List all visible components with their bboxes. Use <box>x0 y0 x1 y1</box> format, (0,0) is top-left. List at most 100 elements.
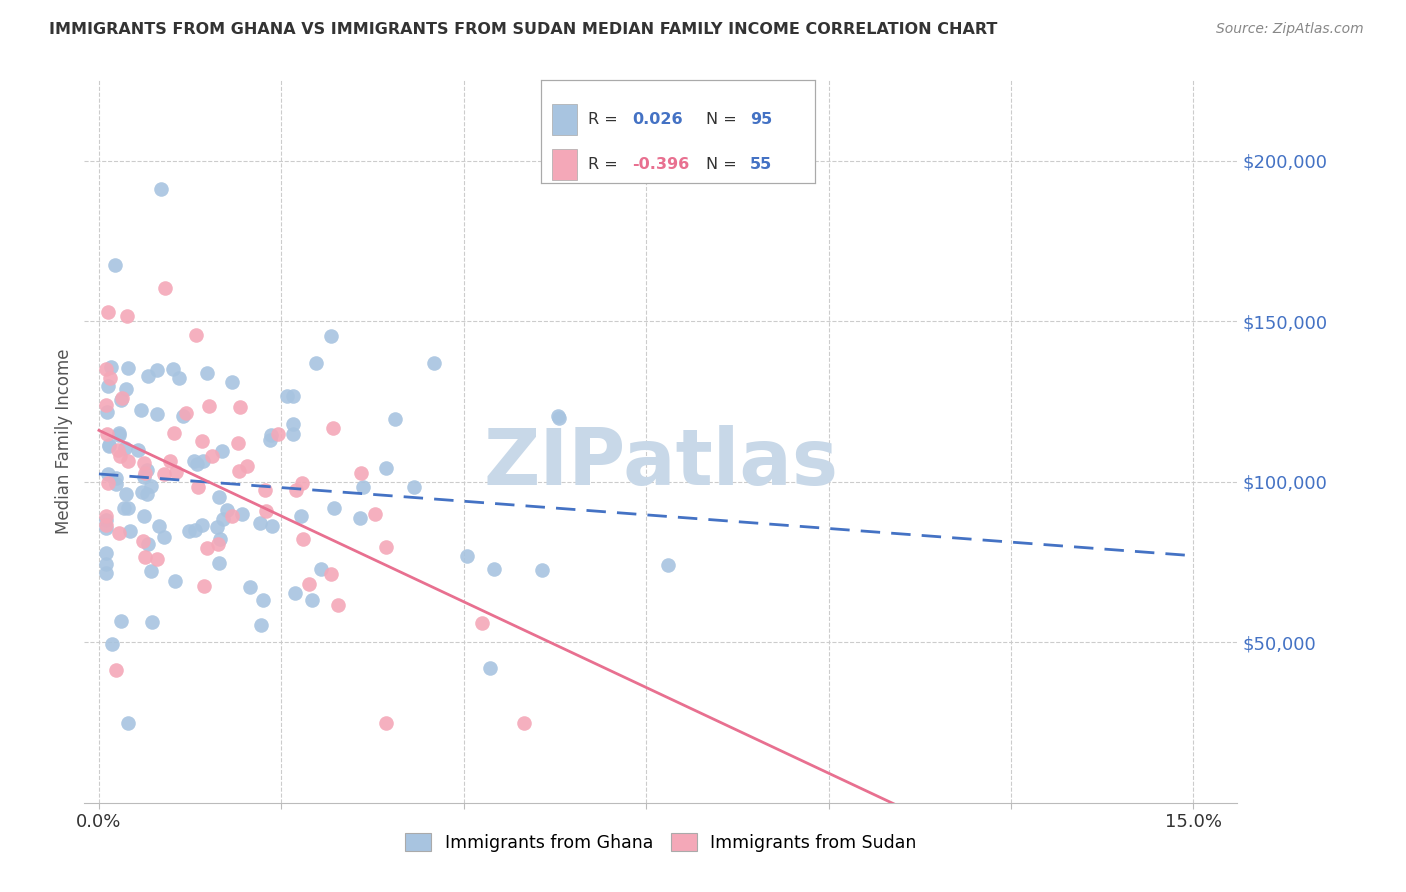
Point <box>96 508 118 523</box>
Text: R =: R = <box>588 157 623 172</box>
Point <box>211 443 233 458</box>
Point <box>146 407 169 421</box>
Point <box>291 475 314 490</box>
Point <box>548 411 571 425</box>
Point <box>231 507 253 521</box>
Point <box>226 435 249 450</box>
Point <box>352 480 374 494</box>
Point <box>423 356 446 370</box>
Point <box>117 453 139 467</box>
Point <box>107 443 129 458</box>
Point <box>165 574 187 589</box>
Point <box>456 549 478 564</box>
Point <box>350 466 373 480</box>
Point <box>172 409 194 423</box>
Point <box>100 360 122 375</box>
Point <box>149 182 172 196</box>
Point <box>96 546 118 560</box>
Point <box>190 517 212 532</box>
Bar <box>553 149 576 180</box>
Point <box>384 411 406 425</box>
Point <box>134 508 156 523</box>
Point <box>260 519 283 533</box>
Point <box>117 500 139 515</box>
Point <box>285 483 308 497</box>
Point <box>326 598 349 612</box>
Point <box>229 400 252 414</box>
Point <box>114 487 136 501</box>
Text: IMMIGRANTS FROM GHANA VS IMMIGRANTS FROM SUDAN MEDIAN FAMILY INCOME CORRELATION : IMMIGRANTS FROM GHANA VS IMMIGRANTS FROM… <box>49 22 998 37</box>
Point <box>135 487 157 501</box>
Point <box>484 562 506 576</box>
Point <box>111 391 134 405</box>
Point <box>177 524 200 538</box>
Text: N =: N = <box>706 157 742 172</box>
Point <box>221 375 243 389</box>
Point <box>108 526 131 541</box>
Point <box>513 715 536 730</box>
Point <box>195 541 218 555</box>
Point <box>117 361 139 376</box>
Point <box>134 549 156 564</box>
Point <box>236 459 259 474</box>
Point <box>96 426 118 441</box>
Point <box>114 441 136 455</box>
Point <box>115 309 138 323</box>
Point <box>249 516 271 530</box>
Point <box>159 454 181 468</box>
Point <box>98 371 121 385</box>
Point <box>281 417 304 431</box>
Point <box>198 400 221 414</box>
Point <box>96 558 118 572</box>
Point <box>319 329 342 343</box>
Point <box>134 456 156 470</box>
Point <box>283 427 305 442</box>
Point <box>96 566 118 580</box>
Legend: Immigrants from Ghana, Immigrants from Sudan: Immigrants from Ghana, Immigrants from S… <box>398 827 924 859</box>
Point <box>174 406 197 420</box>
Text: ZIPatlas: ZIPatlas <box>484 425 838 501</box>
Point <box>129 403 152 417</box>
Point <box>470 615 492 630</box>
Point <box>135 463 157 477</box>
Point <box>297 577 319 591</box>
Point <box>228 464 250 478</box>
Point <box>186 457 208 471</box>
Point <box>200 449 222 463</box>
Text: Source: ZipAtlas.com: Source: ZipAtlas.com <box>1216 22 1364 37</box>
Point <box>309 562 332 576</box>
Text: -0.396: -0.396 <box>631 157 689 172</box>
Point <box>97 475 120 490</box>
Point <box>162 362 184 376</box>
Point <box>208 533 231 547</box>
Point <box>221 508 243 523</box>
Point <box>375 715 398 730</box>
Point <box>191 434 214 448</box>
Point <box>96 398 118 412</box>
Point <box>547 409 569 423</box>
Text: N =: N = <box>706 112 742 127</box>
Y-axis label: Median Family Income: Median Family Income <box>55 349 73 534</box>
Point <box>96 512 118 526</box>
Point <box>163 426 186 441</box>
Point <box>97 379 120 393</box>
Point <box>97 467 120 482</box>
Point <box>375 540 398 554</box>
Point <box>193 579 215 593</box>
Point <box>301 592 323 607</box>
Point <box>120 524 142 539</box>
Point <box>207 537 229 551</box>
Point <box>96 361 118 376</box>
Point <box>260 428 283 442</box>
Point <box>254 483 277 497</box>
Point <box>117 715 139 730</box>
Point <box>267 427 290 442</box>
Point <box>112 501 135 516</box>
Point <box>259 434 281 448</box>
Point <box>110 449 132 463</box>
Point <box>105 477 128 491</box>
Point <box>153 281 176 295</box>
Point <box>657 558 679 572</box>
Point <box>305 356 328 370</box>
Point <box>249 618 271 632</box>
